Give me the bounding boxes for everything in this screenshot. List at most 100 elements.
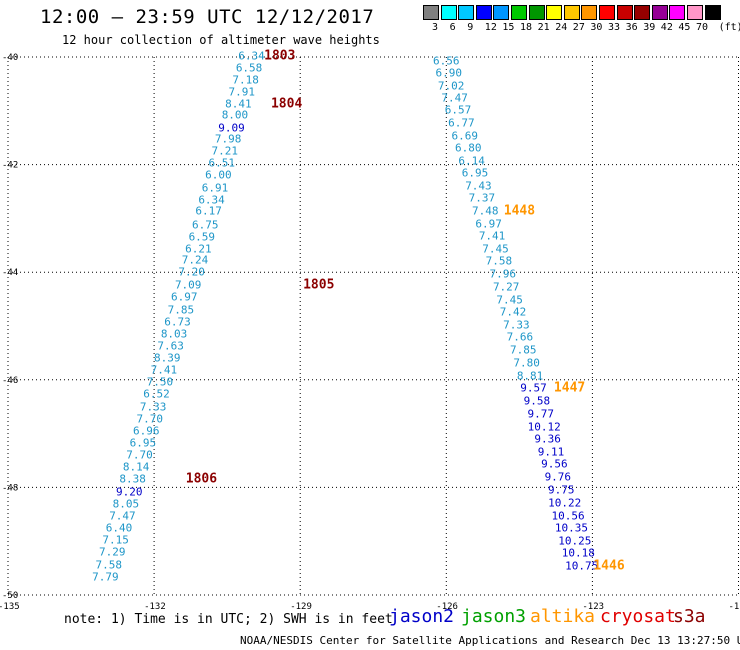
scale-swatch [546, 5, 563, 20]
wave-height-label: 7.15 [102, 533, 129, 547]
scale-swatch [651, 5, 668, 20]
lat-tick-label: -44 [2, 268, 18, 278]
wave-height-label: 8.03 [160, 327, 188, 341]
scale-tick: 27 [572, 22, 585, 33]
wave-height-label: 6.77 [448, 116, 475, 130]
legend-cryosat: cryosat [600, 606, 676, 627]
legend-altika: altika [530, 606, 596, 627]
wave-height-label: 9.56 [541, 457, 568, 471]
wave-height-label: 9.77 [527, 407, 555, 421]
scale-tick: 18 [520, 22, 533, 33]
wave-height-label: 6.73 [164, 315, 191, 329]
scale-tick: 15 [502, 22, 515, 33]
wave-height-label: 7.79 [92, 570, 119, 584]
wave-height-label: 6.34 [198, 193, 225, 207]
wave-height-label: 9.09 [218, 121, 245, 135]
wave-height-label: 6.69 [451, 129, 479, 143]
scale-tick: 21 [537, 22, 550, 33]
wave-height-label: 6.75 [191, 218, 219, 232]
scale-tick: 33 [608, 22, 621, 33]
scale-swatch [440, 5, 457, 20]
wave-height-label: 6.00 [205, 168, 232, 182]
scale-swatch [563, 5, 580, 20]
scale-tick: 39 [643, 22, 656, 33]
wave-height-label: 7.96 [489, 267, 517, 281]
wave-height-label: 6.97 [475, 217, 502, 231]
wave-height-label: 9.58 [523, 394, 551, 408]
wave-height-label: 7.41 [150, 363, 178, 377]
lat-tick-label: -50 [2, 591, 18, 601]
wave-height-label: 6.80 [454, 141, 482, 155]
wave-height-label: 9.20 [116, 485, 143, 499]
time-label: 1447 [553, 380, 586, 396]
wave-height-label: 6.51 [208, 156, 236, 170]
time-label: 1805 [303, 277, 335, 293]
scale-swatch [511, 5, 527, 20]
note: note: 1) Time is in UTC; 2) SWH is in fe… [64, 612, 393, 627]
wave-height-label: 7.45 [482, 242, 509, 256]
scale-tick: 70 [696, 22, 709, 33]
lon-tick-label: -120 [729, 602, 740, 612]
wave-height-label: 9.76 [544, 470, 572, 484]
lon-tick-label: -129 [290, 602, 312, 612]
wave-height-label: 7.66 [506, 330, 534, 344]
wave-height-label: 9.75 [547, 483, 575, 497]
wave-height-label: 6.95 [461, 166, 489, 180]
wave-height-label: 6.17 [195, 204, 222, 218]
scale-swatch [423, 5, 439, 20]
wave-height-label: 7.85 [167, 303, 195, 317]
wave-height-label: 6.52 [143, 387, 170, 401]
wave-height-label: 7.48 [472, 204, 499, 218]
wave-height-label: 10.25 [558, 534, 592, 548]
lat-tick-label: -48 [2, 483, 18, 493]
wave-height-label: 6.95 [129, 436, 157, 450]
wave-height-label: 7.43 [465, 179, 492, 193]
wave-height-label: 6.96 [133, 424, 160, 438]
lon-tick-label: -123 [582, 602, 604, 612]
footer: NOAA/NESDIS Center for Satellite Applica… [240, 634, 740, 647]
lon-tick-label: -132 [144, 602, 166, 612]
wave-height-label: 6.57 [444, 103, 472, 117]
wave-height-label: 8.39 [153, 351, 181, 365]
wave-height-label: 7.50 [146, 375, 174, 389]
scale-tick: 42 [660, 22, 673, 33]
page-subtitle: 12 hour collection of altimeter wave hei… [62, 33, 380, 47]
wave-height-label: 10.22 [548, 496, 582, 510]
wave-height-label: 7.70 [136, 412, 163, 426]
wave-height-label: 7.02 [437, 79, 465, 92]
time-label: 1448 [503, 203, 536, 219]
wave-height-label: 7.80 [513, 356, 540, 370]
scale-swatch [581, 5, 598, 20]
wave-height-label: 10.35 [554, 521, 589, 535]
wave-height-label: 7.20 [178, 265, 205, 279]
scale-swatch [528, 5, 545, 20]
legend-jason2: jason2 [389, 606, 455, 627]
wave-height-label: 7.58 [95, 558, 123, 572]
wave-height-label: 8.81 [516, 369, 544, 383]
wave-height-label: 7.58 [485, 254, 513, 268]
wave-height-label: 9.36 [534, 432, 561, 446]
wave-height-label: 7.45 [496, 293, 523, 307]
wave-height-label: 7.41 [478, 229, 506, 243]
scale-swatch [458, 5, 475, 20]
wave-height-label: 6.40 [105, 521, 133, 535]
wave-height-label: 7.98 [214, 132, 242, 146]
wave-height-label: 6.58 [235, 61, 263, 75]
scale-tick: 24 [555, 22, 568, 33]
wave-height-label: 7.42 [499, 305, 527, 319]
scale-tick: 30 [590, 22, 603, 33]
wave-height-label: 7.18 [232, 73, 259, 87]
wave-height-label: 7.24 [181, 253, 209, 267]
wave-height-label: 10.75 [565, 559, 599, 573]
wave-height-label: 9.57 [520, 381, 547, 395]
scale-swatch [687, 5, 703, 20]
lon-tick-label: -126 [436, 602, 458, 612]
wave-height-label: 6.59 [188, 230, 216, 244]
wave-height-label: 7.29 [98, 545, 126, 559]
wave-height-label: 6.90 [435, 66, 462, 80]
wave-height-label: 7.27 [492, 280, 520, 294]
lat-tick-label: -40 [2, 53, 18, 63]
wave-height-label: 6.14 [458, 154, 485, 168]
scale-tick: 6 [449, 22, 456, 33]
scale-swatch [669, 5, 686, 20]
